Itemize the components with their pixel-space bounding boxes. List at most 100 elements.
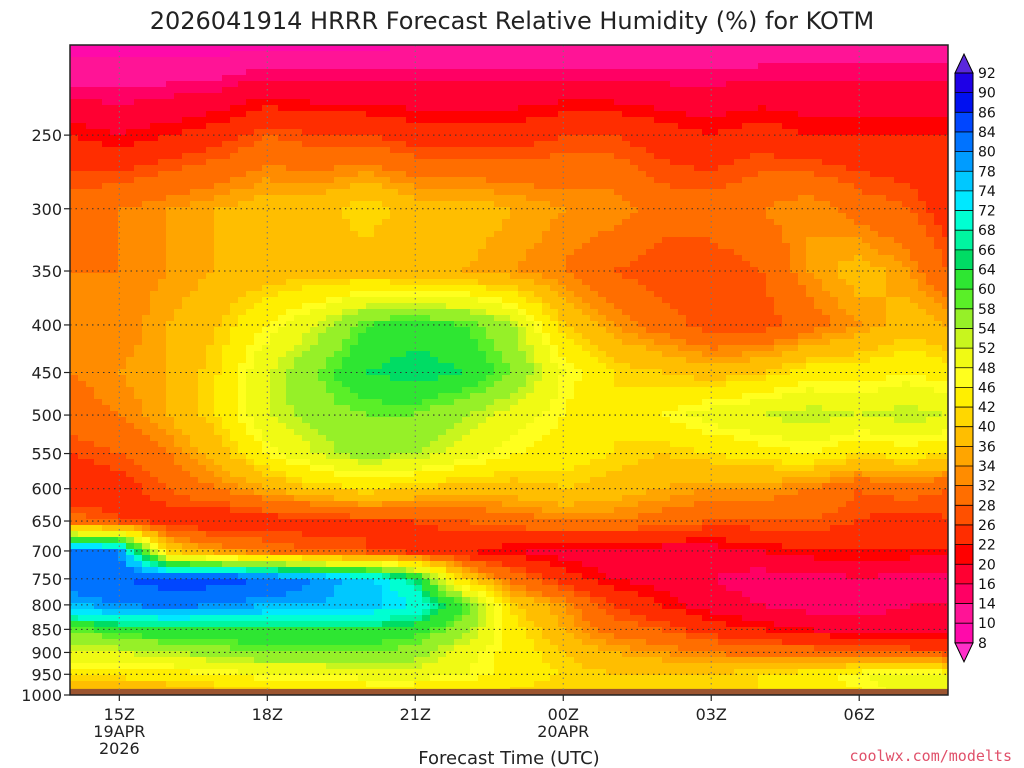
rh-cell [478, 237, 487, 244]
rh-cell [918, 105, 927, 112]
rh-cell [510, 135, 519, 142]
rh-cell [710, 273, 719, 280]
rh-cell [758, 153, 767, 160]
rh-cell [462, 195, 471, 202]
rh-cell [158, 111, 167, 118]
rh-cell [758, 165, 767, 172]
rh-cell [558, 177, 567, 184]
rh-cell [822, 81, 831, 88]
rh-cell [622, 243, 631, 250]
rh-cell [630, 201, 639, 208]
rh-cell [238, 213, 247, 220]
rh-cell [878, 267, 887, 274]
rh-cell [742, 255, 751, 262]
rh-cell [902, 129, 911, 136]
rh-cell [902, 267, 911, 274]
rh-cell [886, 165, 895, 172]
rh-cell [294, 267, 303, 274]
rh-cell [110, 261, 119, 268]
rh-cell [606, 171, 615, 178]
rh-cell [622, 207, 631, 214]
rh-cell [766, 291, 775, 298]
rh-cell [294, 285, 303, 292]
rh-cell [270, 51, 279, 58]
rh-cell [654, 213, 663, 220]
rh-cell [302, 207, 311, 214]
rh-cell [590, 213, 599, 220]
rh-cell [334, 69, 343, 76]
rh-cell [470, 243, 479, 250]
rh-cell [270, 273, 279, 280]
rh-cell [862, 87, 871, 94]
rh-cell [758, 261, 767, 268]
rh-cell [686, 45, 695, 52]
rh-cell [126, 225, 135, 232]
rh-cell [414, 279, 423, 286]
rh-cell [134, 147, 143, 154]
rh-cell [182, 123, 191, 130]
rh-cell [886, 117, 895, 124]
rh-cell [262, 189, 271, 196]
rh-cell [110, 231, 119, 238]
rh-cell [502, 51, 511, 58]
rh-cell [342, 81, 351, 88]
rh-cell [414, 45, 423, 52]
rh-cell [494, 219, 503, 226]
rh-cell [526, 57, 535, 64]
rh-cell [502, 141, 511, 148]
rh-cell [870, 135, 879, 142]
rh-cell [742, 141, 751, 148]
rh-cell [206, 237, 215, 244]
rh-cell [542, 177, 551, 184]
rh-cell [438, 243, 447, 250]
rh-cell [454, 117, 463, 124]
rh-cell [294, 99, 303, 106]
rh-cell [806, 273, 815, 280]
rh-cell [382, 177, 391, 184]
rh-cell [806, 183, 815, 190]
rh-cell [310, 69, 319, 76]
rh-cell [158, 219, 167, 226]
rh-cell [726, 87, 735, 94]
rh-cell [774, 177, 783, 184]
rh-cell [430, 273, 439, 280]
rh-cell [422, 207, 431, 214]
rh-cell [238, 285, 247, 292]
rh-cell [254, 51, 263, 58]
rh-cell [662, 297, 671, 304]
rh-cell [550, 45, 559, 52]
rh-cell [918, 291, 927, 298]
rh-cell [918, 165, 927, 172]
rh-cell [750, 219, 759, 226]
rh-cell [694, 189, 703, 196]
rh-cell [142, 291, 151, 298]
rh-cell [878, 237, 887, 244]
rh-cell [526, 63, 535, 70]
rh-cell [894, 45, 903, 52]
rh-cell [134, 303, 143, 310]
rh-cell [254, 267, 263, 274]
rh-cell [694, 153, 703, 160]
rh-cell [638, 51, 647, 58]
rh-cell [502, 93, 511, 100]
rh-cell [598, 147, 607, 154]
rh-cell [878, 303, 887, 310]
rh-cell [510, 141, 519, 148]
rh-cell [326, 69, 335, 76]
rh-cell [574, 291, 583, 298]
rh-cell [182, 129, 191, 136]
rh-cell [318, 117, 327, 124]
rh-cell [302, 285, 311, 292]
rh-cell [318, 81, 327, 88]
rh-cell [822, 111, 831, 118]
rh-cell [558, 153, 567, 160]
rh-cell [454, 99, 463, 106]
rh-cell [702, 255, 711, 262]
rh-cell [118, 159, 127, 166]
rh-cell [798, 123, 807, 130]
rh-cell [734, 45, 743, 52]
rh-cell [774, 267, 783, 274]
rh-cell [838, 219, 847, 226]
rh-cell [214, 201, 223, 208]
rh-cell [134, 213, 143, 220]
